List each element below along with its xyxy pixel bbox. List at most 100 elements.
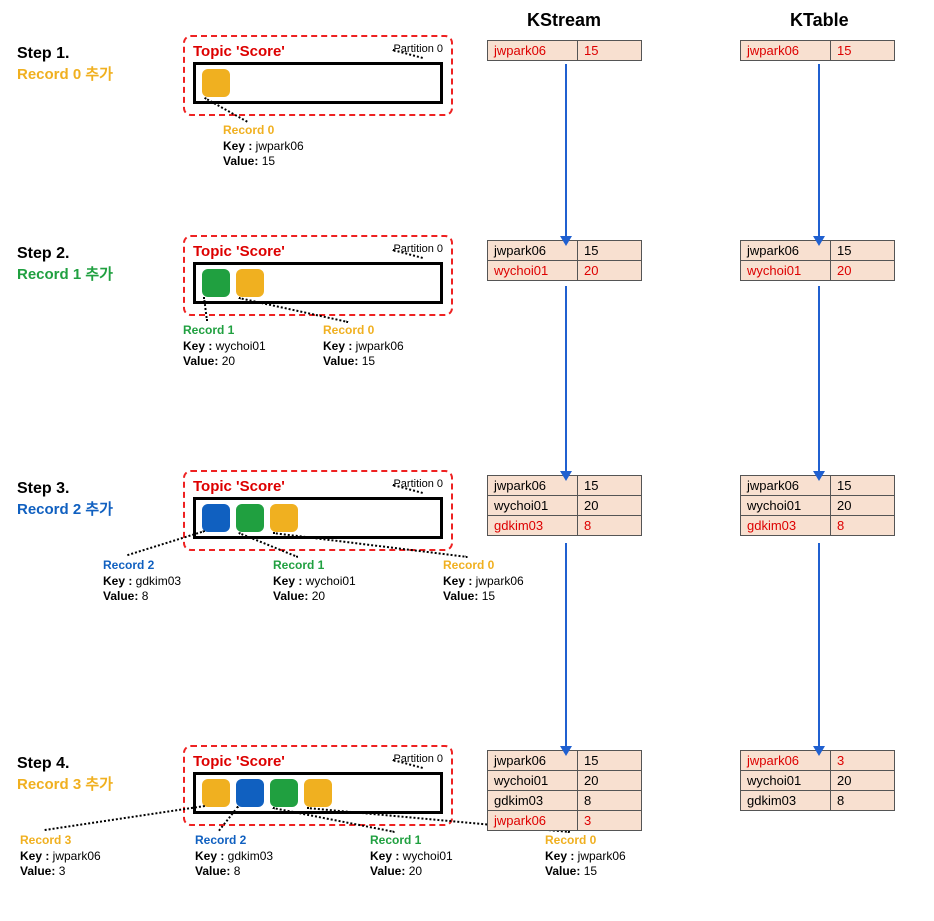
partition-rect xyxy=(193,62,443,104)
flow-arrow xyxy=(565,64,567,238)
record-square-1 xyxy=(236,504,264,532)
arrow-head-icon xyxy=(813,471,825,481)
arrow-head-icon xyxy=(560,236,572,246)
topic-title: Topic 'Score' xyxy=(193,753,285,770)
cell-value: 15 xyxy=(831,241,895,261)
table-row: wychoi0120 xyxy=(488,496,642,516)
ktable-header: KTable xyxy=(790,10,849,31)
cell-value: 20 xyxy=(578,261,642,281)
cell-key: jwpark06 xyxy=(741,41,831,61)
cell-value: 8 xyxy=(831,791,895,811)
step-title: Step 2. xyxy=(17,245,113,263)
table-row: wychoi0120 xyxy=(741,261,895,281)
step-title: Step 1. xyxy=(17,45,113,63)
cell-key: wychoi01 xyxy=(488,261,578,281)
record-square-3 xyxy=(304,779,332,807)
cell-value: 15 xyxy=(831,476,895,496)
arrow-head-icon xyxy=(813,236,825,246)
cell-key: jwpark06 xyxy=(488,811,578,831)
cell-key: wychoi01 xyxy=(741,771,831,791)
step-3-label: Step 3.Record 2 추가 xyxy=(17,480,113,519)
record-label-2: Record 1Key : wychoi01Value: 20 xyxy=(370,833,520,880)
topic-box-step-4: Topic 'Score'Partition 0 xyxy=(183,745,453,826)
cell-value: 15 xyxy=(578,751,642,771)
cell-key: gdkim03 xyxy=(741,791,831,811)
kstream-table-step-2: jwpark0615wychoi0120 xyxy=(487,240,642,281)
cell-value: 15 xyxy=(831,41,895,61)
kstream-header: KStream xyxy=(527,10,601,31)
ktable-table-step-1: jwpark0615 xyxy=(740,40,895,61)
cell-key: wychoi01 xyxy=(741,496,831,516)
flow-arrow xyxy=(818,543,820,748)
record-label-0: Record 2Key : gdkim03Value: 8 xyxy=(103,558,253,605)
step-sub: Record 1 추가 xyxy=(17,263,113,284)
step-title: Step 3. xyxy=(17,480,113,498)
connector-line xyxy=(45,805,205,831)
cell-value: 20 xyxy=(831,771,895,791)
cell-value: 20 xyxy=(578,496,642,516)
record-label-1: Record 0Key : jwpark06Value: 15 xyxy=(323,323,473,370)
table-row: gdkim038 xyxy=(488,516,642,536)
topic-box-step-2: Topic 'Score'Partition 0 xyxy=(183,235,453,316)
flow-arrow xyxy=(818,64,820,238)
step-1-label: Step 1.Record 0 추가 xyxy=(17,45,113,84)
cell-key: wychoi01 xyxy=(741,261,831,281)
cell-value: 15 xyxy=(578,41,642,61)
step-sub: Record 3 추가 xyxy=(17,773,113,794)
step-4-label: Step 4.Record 3 추가 xyxy=(17,755,113,794)
record-label-0: Record 1Key : wychoi01Value: 20 xyxy=(183,323,333,370)
cell-value: 20 xyxy=(831,496,895,516)
flow-arrow xyxy=(565,286,567,473)
step-2-label: Step 2.Record 1 추가 xyxy=(17,245,113,284)
record-label-1: Record 1Key : wychoi01Value: 20 xyxy=(273,558,423,605)
topic-title: Topic 'Score' xyxy=(193,43,285,60)
record-square-0 xyxy=(202,269,230,297)
ktable-table-step-4: jwpark063wychoi0120gdkim038 xyxy=(740,750,895,811)
cell-key: gdkim03 xyxy=(488,791,578,811)
step-title: Step 4. xyxy=(17,755,113,773)
cell-value: 20 xyxy=(578,771,642,791)
cell-value: 3 xyxy=(831,751,895,771)
table-row: wychoi0120 xyxy=(741,771,895,791)
cell-value: 8 xyxy=(578,516,642,536)
record-square-0 xyxy=(202,69,230,97)
kstream-table-step-3: jwpark0615wychoi0120gdkim038 xyxy=(487,475,642,536)
table-row: gdkim038 xyxy=(741,516,895,536)
cell-value: 8 xyxy=(578,791,642,811)
cell-key: gdkim03 xyxy=(741,516,831,536)
record-square-1 xyxy=(236,269,264,297)
cell-value: 3 xyxy=(578,811,642,831)
step-sub: Record 0 추가 xyxy=(17,63,113,84)
record-square-0 xyxy=(202,779,230,807)
record-square-0 xyxy=(202,504,230,532)
record-label-0: Record 3Key : jwpark06Value: 3 xyxy=(20,833,170,880)
table-row: gdkim038 xyxy=(741,791,895,811)
topic-title: Topic 'Score' xyxy=(193,478,285,495)
table-row: wychoi0120 xyxy=(488,771,642,791)
cell-key: wychoi01 xyxy=(488,771,578,791)
topic-box-step-1: Topic 'Score'Partition 0 xyxy=(183,35,453,116)
table-row: jwpark0615 xyxy=(741,41,895,61)
cell-key: wychoi01 xyxy=(488,496,578,516)
cell-key: jwpark06 xyxy=(488,41,578,61)
topic-title: Topic 'Score' xyxy=(193,243,285,260)
ktable-table-step-2: jwpark0615wychoi0120 xyxy=(740,240,895,281)
partition-rect xyxy=(193,262,443,304)
table-row: jwpark063 xyxy=(488,811,642,831)
partition-rect xyxy=(193,497,443,539)
record-label-2: Record 0Key : jwpark06Value: 15 xyxy=(443,558,593,605)
table-row: wychoi0120 xyxy=(741,496,895,516)
table-row: jwpark0615 xyxy=(488,41,642,61)
arrow-head-icon xyxy=(560,746,572,756)
record-label-0: Record 0Key : jwpark06Value: 15 xyxy=(223,123,373,170)
cell-key: gdkim03 xyxy=(488,516,578,536)
kstream-table-step-4: jwpark06 15wychoi0120gdkim038jwpark063 xyxy=(487,750,642,831)
kstream-table-step-1: jwpark0615 xyxy=(487,40,642,61)
flow-arrow xyxy=(565,543,567,748)
record-label-3: Record 0Key : jwpark06Value: 15 xyxy=(545,833,695,880)
table-row: wychoi0120 xyxy=(488,261,642,281)
record-label-1: Record 2Key : gdkim03Value: 8 xyxy=(195,833,345,880)
flow-arrow xyxy=(818,286,820,473)
cell-value: 15 xyxy=(578,476,642,496)
step-sub: Record 2 추가 xyxy=(17,498,113,519)
